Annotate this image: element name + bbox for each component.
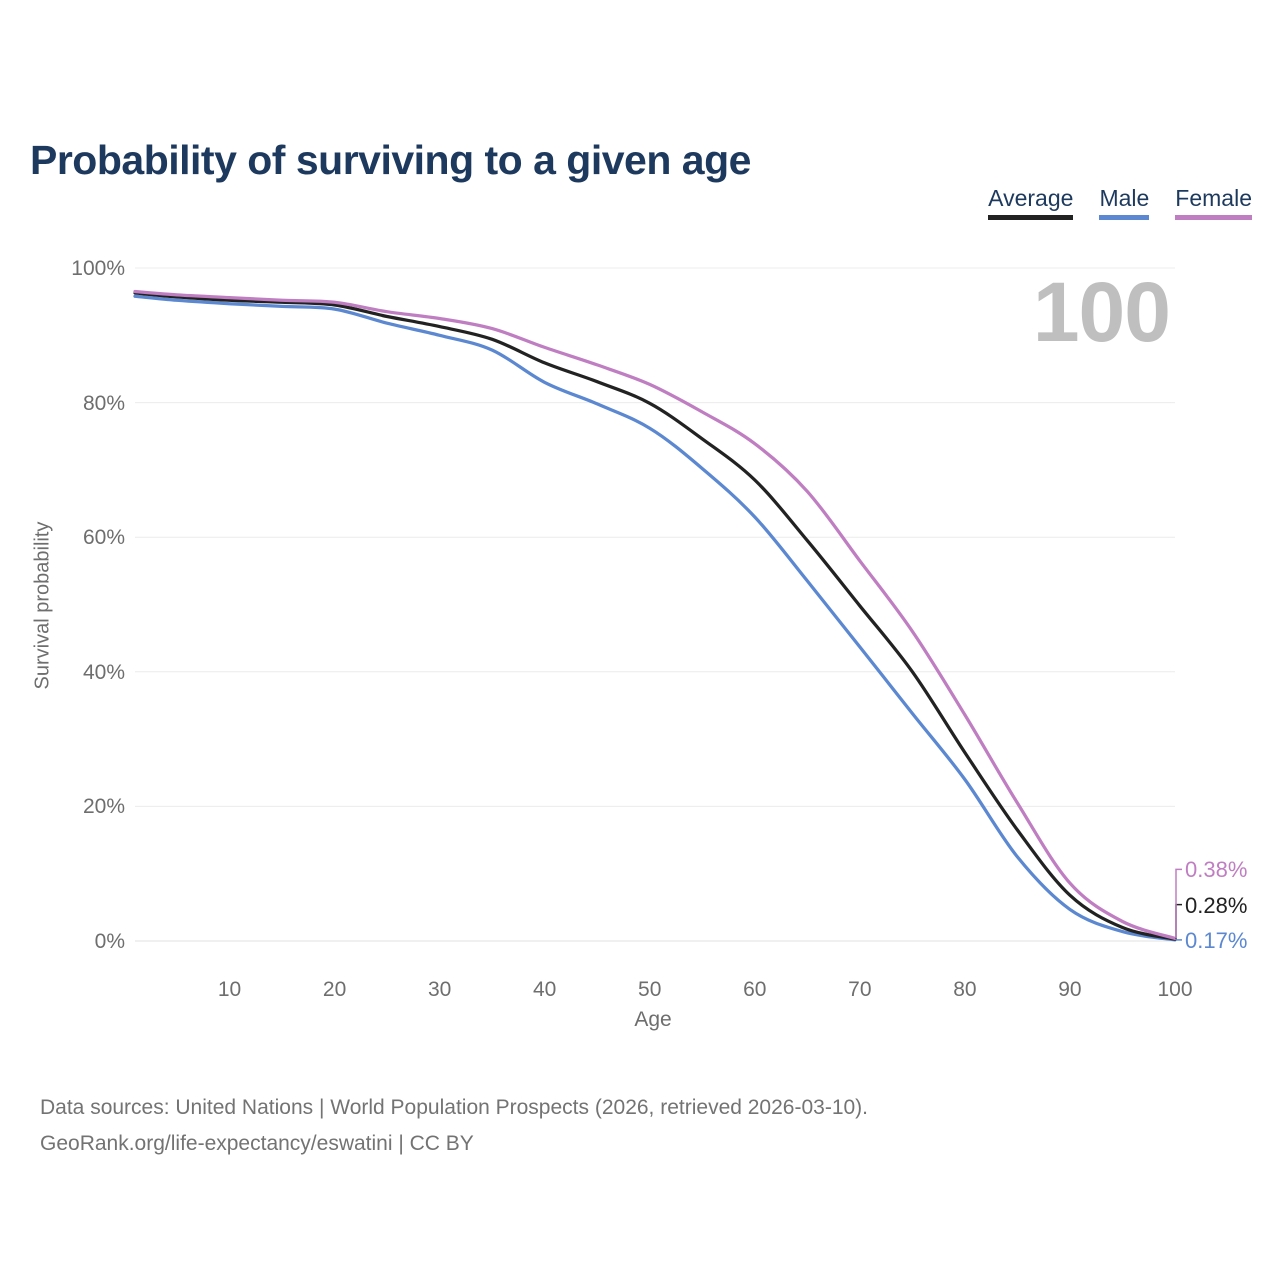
legend: Average Male Female bbox=[988, 185, 1252, 221]
legend-item-average[interactable]: Average bbox=[988, 185, 1074, 221]
hovered-age-watermark: 100 bbox=[1032, 265, 1171, 359]
end-value-male: 0.17% bbox=[1185, 927, 1248, 953]
x-tick-40: 40 bbox=[533, 978, 557, 1001]
end-value-female: 0.38% bbox=[1185, 857, 1248, 883]
y-tick-0: 0% bbox=[94, 930, 125, 953]
end-label-connector-average bbox=[1175, 903, 1182, 940]
x-tick-30: 30 bbox=[427, 978, 452, 1001]
x-tick-10: 10 bbox=[217, 978, 242, 1001]
chart-title: Probability of surviving to a given age bbox=[30, 137, 751, 184]
x-tick-80: 80 bbox=[953, 978, 977, 1001]
y-tick-20: 20% bbox=[82, 795, 125, 819]
legend-item-female[interactable]: Female bbox=[1175, 185, 1252, 221]
y-tick-40: 40% bbox=[82, 660, 125, 684]
y-tick-80: 80% bbox=[82, 391, 125, 415]
data-source-line: Data sources: United Nations | World Pop… bbox=[40, 1096, 869, 1119]
x-tick-90: 90 bbox=[1058, 978, 1082, 1001]
end-label-connector-female bbox=[1175, 868, 1182, 939]
series-line-average bbox=[133, 291, 1177, 941]
end-value-average: 0.28% bbox=[1185, 892, 1248, 918]
x-tick-60: 60 bbox=[743, 978, 767, 1001]
x-axis-title: Age bbox=[634, 1008, 672, 1031]
data-source-line: GeoRank.org/life-expectancy/eswatini | C… bbox=[40, 1132, 474, 1155]
x-tick-20: 20 bbox=[322, 978, 347, 1001]
legend-item-male[interactable]: Male bbox=[1099, 185, 1150, 221]
y-tick-100: 100% bbox=[71, 257, 125, 280]
series-line-female bbox=[133, 289, 1177, 941]
data-source-note: Data sources: United Nations | World Pop… bbox=[40, 1090, 868, 1162]
y-tick-60: 60% bbox=[82, 526, 125, 550]
series-line-male bbox=[133, 294, 1177, 942]
x-tick-100: 100 bbox=[1157, 978, 1193, 1001]
x-tick-50: 50 bbox=[638, 978, 662, 1001]
x-tick-70: 70 bbox=[848, 978, 872, 1001]
